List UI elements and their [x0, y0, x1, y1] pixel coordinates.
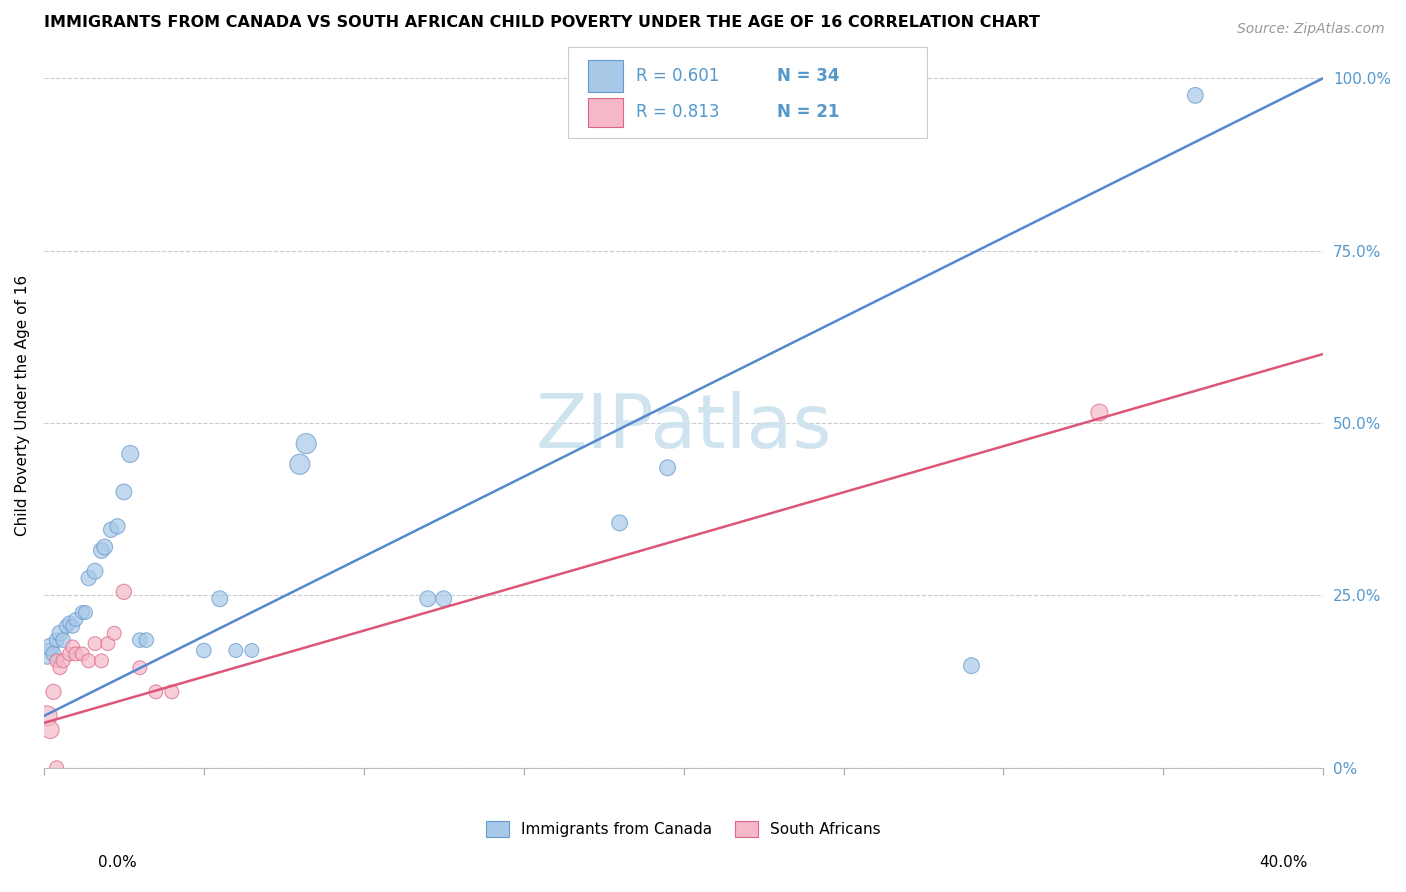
Point	[240, 643, 263, 657]
Point	[58, 647, 80, 661]
Point	[93, 540, 115, 554]
Point	[77, 571, 100, 585]
Point	[62, 619, 84, 633]
FancyBboxPatch shape	[568, 47, 927, 137]
Point	[295, 436, 318, 450]
Point	[416, 591, 439, 606]
Point	[128, 661, 150, 675]
Point	[84, 564, 107, 578]
Point	[55, 619, 77, 633]
Point	[1088, 406, 1111, 420]
Point	[90, 654, 112, 668]
Point	[657, 460, 679, 475]
Legend: Immigrants from Canada, South Africans: Immigrants from Canada, South Africans	[479, 815, 887, 843]
Point	[72, 606, 94, 620]
Point	[120, 447, 142, 461]
Text: R = 0.813: R = 0.813	[637, 103, 720, 121]
Point	[39, 723, 62, 737]
Point	[288, 458, 311, 472]
Point	[112, 585, 135, 599]
Text: N = 21: N = 21	[778, 103, 839, 121]
Point	[42, 685, 65, 699]
Text: IMMIGRANTS FROM CANADA VS SOUTH AFRICAN CHILD POVERTY UNDER THE AGE OF 16 CORREL: IMMIGRANTS FROM CANADA VS SOUTH AFRICAN …	[44, 15, 1040, 30]
Point	[1184, 88, 1206, 103]
Point	[45, 654, 67, 668]
Point	[42, 647, 65, 661]
Text: R = 0.601: R = 0.601	[637, 67, 720, 86]
Point	[72, 647, 94, 661]
Point	[75, 606, 97, 620]
Point	[35, 647, 58, 661]
Point	[49, 661, 72, 675]
Point	[225, 643, 247, 657]
Point	[49, 626, 72, 640]
Point	[45, 633, 67, 648]
Point	[52, 633, 75, 648]
Text: Source: ZipAtlas.com: Source: ZipAtlas.com	[1237, 22, 1385, 37]
Point	[208, 591, 231, 606]
Point	[433, 591, 456, 606]
Point	[107, 519, 129, 533]
Point	[128, 633, 150, 648]
Point	[145, 685, 167, 699]
Text: ZIPatlas: ZIPatlas	[536, 391, 832, 464]
Point	[52, 654, 75, 668]
FancyBboxPatch shape	[588, 61, 623, 92]
Point	[45, 761, 67, 775]
Point	[103, 626, 125, 640]
Text: 0.0%: 0.0%	[98, 855, 138, 870]
Text: N = 34: N = 34	[778, 67, 839, 86]
Point	[97, 636, 120, 650]
Point	[112, 484, 135, 499]
Point	[39, 640, 62, 654]
Point	[193, 643, 215, 657]
Point	[100, 523, 122, 537]
Point	[135, 633, 157, 648]
Y-axis label: Child Poverty Under the Age of 16: Child Poverty Under the Age of 16	[15, 275, 30, 536]
Text: 40.0%: 40.0%	[1260, 855, 1308, 870]
Point	[58, 615, 80, 630]
Point	[160, 685, 183, 699]
Point	[960, 658, 983, 673]
Point	[90, 543, 112, 558]
Point	[65, 647, 87, 661]
Point	[609, 516, 631, 530]
Point	[65, 612, 87, 626]
Point	[77, 654, 100, 668]
Point	[84, 636, 107, 650]
Point	[62, 640, 84, 654]
FancyBboxPatch shape	[588, 98, 623, 127]
Point	[35, 709, 58, 723]
